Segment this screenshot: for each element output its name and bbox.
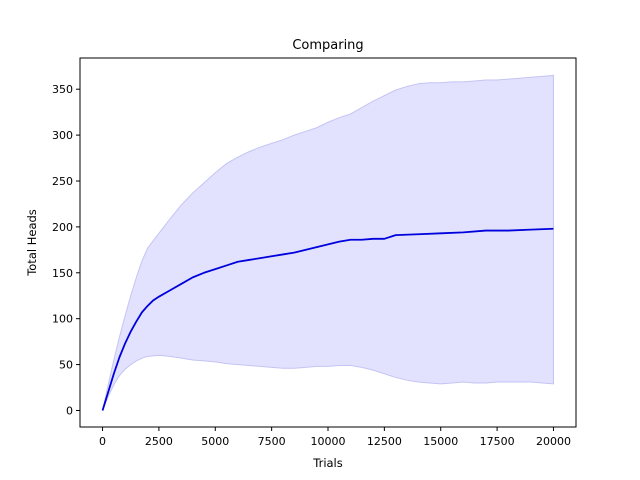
y-tick-label: 50 [59, 359, 73, 372]
y-tick-label: 150 [52, 267, 73, 280]
y-tick-label: 100 [52, 313, 73, 326]
x-tick-label: 20000 [536, 435, 571, 448]
x-tick-label: 12500 [367, 435, 402, 448]
y-axis-label: Total Heads [25, 209, 39, 277]
x-tick-label: 10000 [311, 435, 346, 448]
x-tick-label: 15000 [423, 435, 458, 448]
y-tick-label: 250 [52, 175, 73, 188]
y-tick-label: 0 [66, 404, 73, 417]
x-tick-label: 2500 [145, 435, 173, 448]
x-tick-label: 17500 [480, 435, 515, 448]
confidence-band [102, 74, 554, 411]
chart-title: Comparing [292, 38, 363, 53]
y-tick-label: 350 [52, 83, 73, 96]
x-axis-ticks: 0 2500 5000 7500 10000 12500 15000 17500 20000 [99, 427, 571, 448]
plot-area [101, 74, 554, 411]
mean-line [101, 227, 554, 411]
x-axis-label: Trials [312, 456, 343, 470]
y-tick-label: 300 [52, 129, 73, 142]
y-axis-ticks: 0 50 100 150 200 250 300 350 [52, 83, 80, 417]
y-tick-label: 200 [52, 221, 73, 234]
x-tick-label: 0 [99, 435, 106, 448]
x-tick-label: 7500 [258, 435, 286, 448]
x-tick-label: 5000 [201, 435, 229, 448]
